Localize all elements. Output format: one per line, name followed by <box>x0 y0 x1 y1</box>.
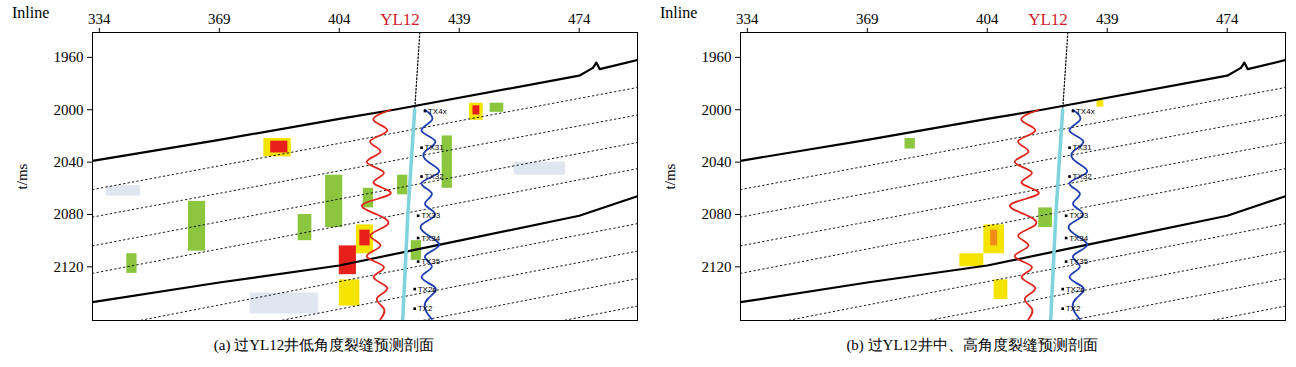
svg-text:2000: 2000 <box>54 102 84 118</box>
svg-text:TX2s: TX2s <box>1066 285 1085 294</box>
svg-text:YL12: YL12 <box>1028 10 1068 29</box>
svg-text:TX34: TX34 <box>1069 234 1089 243</box>
html-text:(b) 过YL12井中、高角度裂缝预测剖面: (b) 过YL12井中、高角度裂缝预测剖面 <box>846 337 1098 353</box>
svg-text:1960: 1960 <box>702 49 732 65</box>
svg-text:TX2s: TX2s <box>418 285 437 294</box>
svg-text:369: 369 <box>208 11 231 27</box>
html-text:Inline: Inline <box>12 4 50 21</box>
svg-text:TX35: TX35 <box>421 257 441 266</box>
svg-text:TX4x: TX4x <box>428 107 447 116</box>
svg-text:334: 334 <box>88 11 111 27</box>
svg-text:2120: 2120 <box>54 259 84 275</box>
svg-text:474: 474 <box>1216 11 1239 27</box>
svg-text:439: 439 <box>448 11 471 27</box>
svg-text:t/ms: t/ms <box>662 163 678 189</box>
svg-text:334: 334 <box>736 11 759 27</box>
svg-text:TX32: TX32 <box>1073 172 1093 181</box>
svg-text:TX34: TX34 <box>421 234 441 243</box>
svg-text:439: 439 <box>1096 11 1119 27</box>
svg-text:2000: 2000 <box>702 102 732 118</box>
svg-text:TX2: TX2 <box>1066 304 1081 313</box>
svg-text:TX32: TX32 <box>425 172 445 181</box>
svg-text:2040: 2040 <box>54 154 84 170</box>
svg-text:2080: 2080 <box>702 206 732 222</box>
svg-text:TX4x: TX4x <box>1076 107 1095 116</box>
svg-text:404: 404 <box>976 11 999 27</box>
svg-text:474: 474 <box>568 11 591 27</box>
svg-text:2080: 2080 <box>54 206 84 222</box>
html-text:Inline: Inline <box>660 4 698 21</box>
svg-text:TX35: TX35 <box>1069 257 1089 266</box>
svg-text:2120: 2120 <box>702 259 732 275</box>
svg-text:2040: 2040 <box>702 154 732 170</box>
html-text:(a) 过YL12井低角度裂缝预测剖面: (a) 过YL12井低角度裂缝预测剖面 <box>213 337 435 353</box>
svg-text:TX2: TX2 <box>418 304 433 313</box>
svg-text:TX31: TX31 <box>425 143 445 152</box>
svg-text:t/ms: t/ms <box>14 163 30 189</box>
svg-text:TX33: TX33 <box>421 211 441 220</box>
svg-text:404: 404 <box>328 11 351 27</box>
svg-text:369: 369 <box>856 11 879 27</box>
svg-text:TX31: TX31 <box>1073 143 1093 152</box>
svg-text:YL12: YL12 <box>380 10 420 29</box>
svg-text:TX33: TX33 <box>1069 211 1089 220</box>
svg-text:1960: 1960 <box>54 49 84 65</box>
